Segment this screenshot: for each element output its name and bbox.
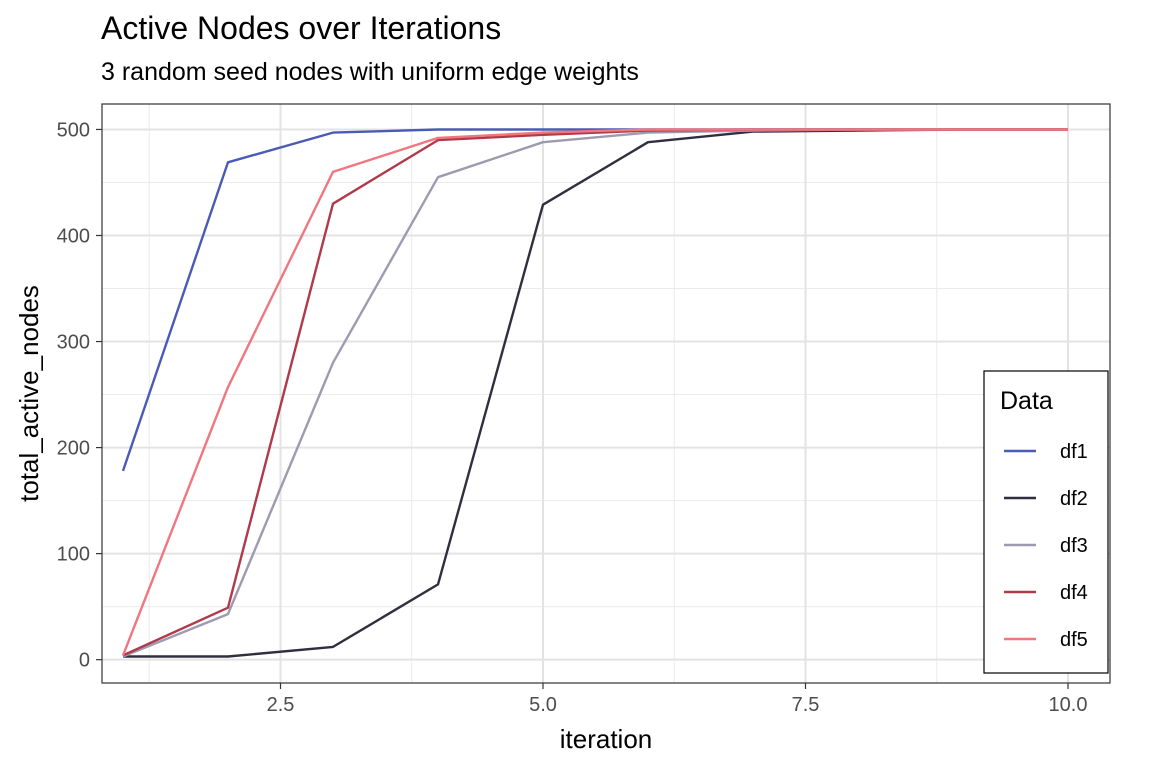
y-tick-label: 100 [57,544,90,566]
y-axis-title: total_active_nodes [14,285,44,502]
x-tick-label: 2.5 [267,694,295,716]
y-tick-label: 0 [79,650,90,672]
chart-title: Active Nodes over Iterations [101,10,502,46]
plot-panel [102,104,1110,683]
x-axis-title: iteration [560,724,653,754]
legend-label-df4: df4 [1060,582,1088,604]
legend-label-df3: df3 [1060,535,1088,557]
legend-label-df1: df1 [1060,441,1088,463]
chart-subtitle: 3 random seed nodes with uniform edge we… [101,58,639,86]
legend-label-df2: df2 [1060,488,1088,510]
x-tick-label: 10.0 [1049,694,1088,716]
legend-label-df5: df5 [1060,629,1088,651]
x-tick-label: 7.5 [792,694,820,716]
y-tick-label: 200 [57,438,90,460]
y-tick-label: 500 [57,119,90,141]
series-line-df5 [121,128,1068,656]
legend-box [983,370,1109,674]
x-tick-label: 5.0 [529,694,557,716]
plot-border [101,103,1111,684]
legend-title: Data [1000,387,1053,415]
y-tick-label: 300 [57,332,90,354]
y-tick-label: 400 [57,225,90,247]
